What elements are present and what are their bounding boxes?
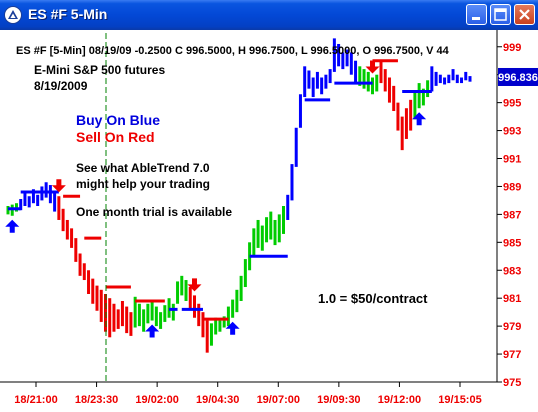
close-icon <box>519 9 530 20</box>
buy-on-blue-text: Buy On Blue <box>76 112 160 128</box>
promo-line-1: See what AbleTrend 7.0 <box>76 161 210 175</box>
contract-value-text: 1.0 = $50/contract <box>318 291 428 306</box>
buy-arrow-icon <box>145 324 160 338</box>
maximize-button[interactable] <box>490 4 511 25</box>
x-tick-label: 19/07:00 <box>257 394 300 406</box>
buy-arrow-icon <box>412 112 427 126</box>
window-titlebar: ES #F 5-Min <box>0 0 538 30</box>
x-tick-label: 18/23:30 <box>75 394 118 406</box>
maximize-icon <box>494 8 507 21</box>
x-tick-label: 19/02:00 <box>135 394 178 406</box>
x-tick-label: 18/21:00 <box>14 394 57 406</box>
sell-arrow-icon <box>51 179 66 193</box>
stop-levels <box>8 59 432 321</box>
x-tick-label: 19/09:30 <box>317 394 360 406</box>
promo-line-2: might help your trading <box>76 177 210 191</box>
y-tick-label: 975 <box>503 377 521 389</box>
app-logo-icon <box>4 6 22 24</box>
minimize-icon <box>472 17 480 20</box>
x-tick-label: 19/04:30 <box>196 394 239 406</box>
sell-arrow-icon <box>187 278 202 292</box>
signal-arrows <box>5 60 427 338</box>
price-bars <box>6 38 472 353</box>
sell-arrow-icon <box>365 60 380 74</box>
instrument-name: E-Mini S&P 500 futures <box>34 63 165 77</box>
y-tick-label: 983 <box>503 265 521 277</box>
last-price-label: 996.836 <box>498 72 538 84</box>
window-title: ES #F 5-Min <box>28 6 108 22</box>
y-tick-label: 995 <box>503 98 521 110</box>
y-tick-label: 977 <box>503 349 521 361</box>
sell-on-red-text: Sell On Red <box>76 129 155 145</box>
buy-arrow-icon <box>225 321 240 335</box>
y-tick-label: 981 <box>503 293 521 305</box>
price-chart: 999997995993991989987985983981979977975 … <box>0 30 538 406</box>
y-tick-label: 979 <box>503 321 521 333</box>
chart-header: ES #F [5-Min] 08/19/09 -0.2500 C 996.500… <box>16 45 450 57</box>
y-tick-label: 993 <box>503 126 521 138</box>
x-axis-ticks: 18/21:00 18/23:30 19/02:00 19/04:30 19/07:00… <box>14 382 482 406</box>
y-tick-label: 987 <box>503 209 521 221</box>
minimize-button[interactable] <box>466 4 487 25</box>
y-tick-label: 989 <box>503 181 521 193</box>
trial-text: One month trial is available <box>76 205 232 219</box>
y-tick-label: 991 <box>503 154 521 166</box>
close-button[interactable] <box>514 4 535 25</box>
x-tick-label: 19/15:05 <box>438 394 481 406</box>
instrument-date: 8/19/2009 <box>34 79 88 93</box>
y-axis-ticks: 999997995993991989987985983981979977975 <box>497 42 521 389</box>
last-price-box <box>498 67 538 86</box>
y-tick-label: 999 <box>503 42 521 54</box>
x-tick-label: 19/12:00 <box>378 394 421 406</box>
y-tick-label: 985 <box>503 237 521 249</box>
buy-arrow-icon <box>5 219 20 233</box>
